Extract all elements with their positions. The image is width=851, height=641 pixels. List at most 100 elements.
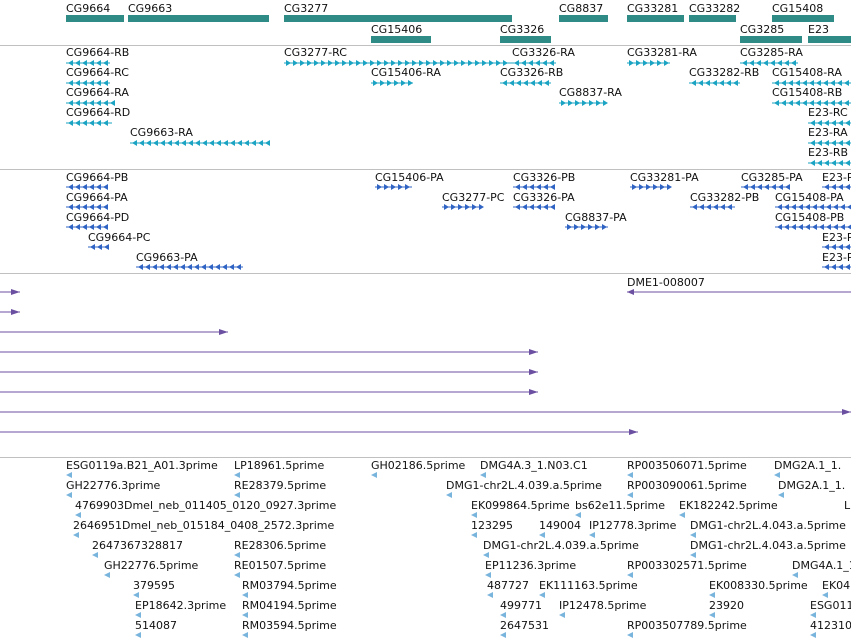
transcript-chevron[interactable] [96, 100, 101, 106]
transcript-chevron[interactable] [454, 60, 459, 66]
est-label[interactable]: RE28306.5prime [234, 539, 327, 552]
gene-label[interactable]: CG3285 [740, 23, 785, 36]
protein-chevron[interactable] [187, 264, 192, 270]
transcript-label[interactable]: CG9664-RD [66, 106, 131, 119]
protein-chevron[interactable] [550, 204, 555, 210]
protein-label[interactable]: CG9664-PC [88, 231, 151, 244]
transcript-chevron[interactable] [408, 80, 413, 86]
protein-chevron[interactable] [103, 184, 108, 190]
transcript-chevron[interactable] [405, 60, 410, 66]
transcript-chevron[interactable] [314, 60, 319, 66]
protein-chevron[interactable] [791, 224, 796, 230]
protein-chevron[interactable] [750, 184, 755, 190]
protein-chevron[interactable] [229, 264, 234, 270]
transcript-chevron[interactable] [447, 60, 452, 66]
transcript-chevron[interactable] [844, 80, 849, 86]
protein-label[interactable]: CG3277-PC [442, 191, 505, 204]
transcript-chevron[interactable] [349, 60, 354, 66]
transcript-label[interactable]: CG8837-RA [559, 86, 622, 99]
protein-chevron[interactable] [632, 184, 637, 190]
transcript-chevron[interactable] [68, 80, 73, 86]
transcript-chevron[interactable] [377, 60, 382, 66]
transcript-chevron[interactable] [321, 60, 326, 66]
alignment-arrow[interactable] [629, 429, 638, 435]
est-arrow[interactable] [371, 472, 377, 478]
gene-label[interactable]: E23 [808, 23, 829, 36]
transcript-chevron[interactable] [307, 60, 312, 66]
est-arrow[interactable] [709, 612, 715, 618]
transcript-chevron[interactable] [719, 80, 724, 86]
gene-glyph[interactable] [371, 36, 431, 43]
protein-chevron[interactable] [819, 224, 824, 230]
transcript-chevron[interactable] [387, 80, 392, 86]
transcript-chevron[interactable] [401, 80, 406, 86]
transcript-chevron[interactable] [561, 100, 566, 106]
transcript-chevron[interactable] [244, 140, 249, 146]
gene-glyph[interactable] [689, 15, 736, 22]
est-arrow[interactable] [234, 492, 240, 498]
est-label[interactable]: L [844, 499, 851, 512]
est-label[interactable]: 379595 [133, 579, 175, 592]
gene-label[interactable]: CG15408 [772, 2, 824, 15]
transcript-chevron[interactable] [146, 140, 151, 146]
transcript-chevron[interactable] [774, 80, 779, 86]
protein-chevron[interactable] [536, 204, 541, 210]
transcript-chevron[interactable] [530, 80, 535, 86]
transcript-label[interactable]: CG15408-RA [772, 66, 842, 79]
protein-chevron[interactable] [805, 224, 810, 230]
transcript-chevron[interactable] [167, 140, 172, 146]
protein-chevron[interactable] [713, 204, 718, 210]
protein-chevron[interactable] [543, 204, 548, 210]
protein-label[interactable]: CG8837-PA [565, 211, 627, 224]
protein-chevron[interactable] [833, 204, 838, 210]
gene-glyph[interactable] [740, 36, 802, 43]
protein-chevron[interactable] [68, 204, 73, 210]
transcript-chevron[interactable] [788, 100, 793, 106]
gene-label[interactable]: CG9664 [66, 2, 111, 15]
protein-chevron[interactable] [798, 224, 803, 230]
transcript-chevron[interactable] [824, 140, 829, 146]
transcript-chevron[interactable] [103, 120, 108, 126]
protein-chevron[interactable] [574, 224, 579, 230]
est-label[interactable]: RP003302571.5prime [627, 559, 747, 572]
protein-chevron[interactable] [89, 184, 94, 190]
est-label[interactable]: 2646951Dmel_neb_015184_0408_2572.3prime [73, 519, 335, 532]
transcript-chevron[interactable] [810, 120, 815, 126]
protein-label[interactable]: CG3285-PA [741, 171, 803, 184]
transcript-chevron[interactable] [831, 120, 836, 126]
transcript-chevron[interactable] [537, 80, 542, 86]
transcript-chevron[interactable] [781, 80, 786, 86]
protein-chevron[interactable] [159, 264, 164, 270]
transcript-chevron[interactable] [258, 140, 263, 146]
transcript-chevron[interactable] [568, 100, 573, 106]
protein-label[interactable]: E23-P [822, 231, 851, 244]
est-arrow[interactable] [135, 612, 141, 618]
transcript-chevron[interactable] [419, 60, 424, 66]
protein-chevron[interactable] [201, 264, 206, 270]
protein-chevron[interactable] [727, 204, 732, 210]
transcript-chevron[interactable] [575, 100, 580, 106]
protein-label[interactable]: CG15408-PA [775, 191, 844, 204]
protein-chevron[interactable] [208, 264, 213, 270]
est-arrow[interactable] [73, 532, 79, 538]
est-label[interactable]: DMG2A.1_1. [774, 459, 842, 472]
est-label[interactable]: 514087 [135, 619, 177, 632]
transcript-chevron[interactable] [817, 160, 822, 166]
est-label[interactable]: 412310 [810, 619, 851, 632]
gene-glyph[interactable] [128, 15, 269, 22]
transcript-chevron[interactable] [544, 80, 549, 86]
transcript-label[interactable]: E23-RB [808, 146, 849, 159]
transcript-chevron[interactable] [216, 140, 221, 146]
est-arrow[interactable] [575, 512, 581, 518]
est-arrow[interactable] [135, 632, 141, 638]
est-arrow[interactable] [539, 532, 545, 538]
protein-chevron[interactable] [824, 244, 829, 250]
transcript-chevron[interactable] [103, 80, 108, 86]
est-label[interactable]: DMG2A.1_1. [778, 479, 846, 492]
est-arrow[interactable] [627, 472, 633, 478]
est-arrow[interactable] [471, 532, 477, 538]
transcript-chevron[interactable] [174, 140, 179, 146]
protein-chevron[interactable] [529, 204, 534, 210]
transcript-chevron[interactable] [223, 140, 228, 146]
transcript-label[interactable]: CG3277-RC [284, 46, 347, 59]
